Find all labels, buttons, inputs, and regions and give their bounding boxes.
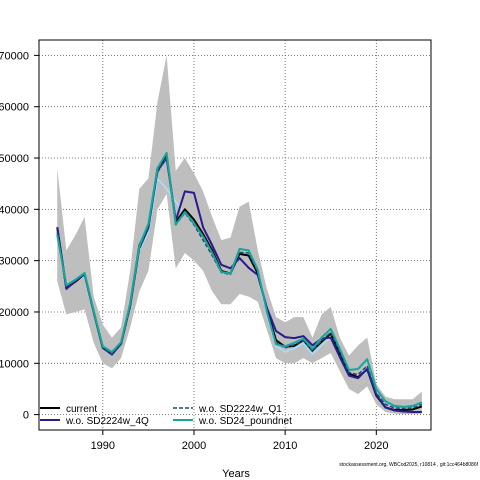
- x-tick-label: 2020: [364, 440, 388, 452]
- y-tick-label: 50000: [0, 153, 29, 165]
- y-tick-label: 10000: [0, 358, 29, 370]
- y-tick-label: 0: [23, 410, 29, 422]
- x-axis: 1990 2000 2010 2020: [91, 430, 389, 452]
- x-axis-title: Years: [222, 468, 250, 480]
- y-tick-label: 40000: [0, 204, 29, 216]
- confidence-band-area: [57, 55, 422, 415]
- legend-label: current: [66, 404, 97, 415]
- series-lines: [56, 151, 423, 414]
- y-axis: 0 10000 20000 30000 40000 50000 60000 70000: [0, 50, 39, 422]
- legend-label: w.o. SD2224w_Q1: [198, 404, 282, 415]
- confidence-band: [57, 55, 422, 415]
- plot-frame: [38, 39, 432, 431]
- legend-label: w.o. SD2224w_4Q: [65, 416, 149, 427]
- series-line-3: [56, 151, 423, 408]
- series-line-1: [56, 157, 422, 414]
- y-tick-label: 70000: [0, 50, 29, 62]
- x-tick-label: 1990: [91, 440, 115, 452]
- y-tick-label: 30000: [0, 256, 29, 268]
- x-tick-label: 2010: [273, 440, 297, 452]
- series-line-2: [56, 156, 423, 410]
- y-tick-label: 60000: [0, 102, 29, 114]
- legend-label: w.o. SD24_poundnet: [198, 416, 292, 427]
- footnote: stockassessment.org, WBCod2025, r10814 ,…: [339, 462, 478, 468]
- x-tick-label: 2000: [182, 440, 206, 452]
- y-tick-label: 20000: [0, 307, 29, 319]
